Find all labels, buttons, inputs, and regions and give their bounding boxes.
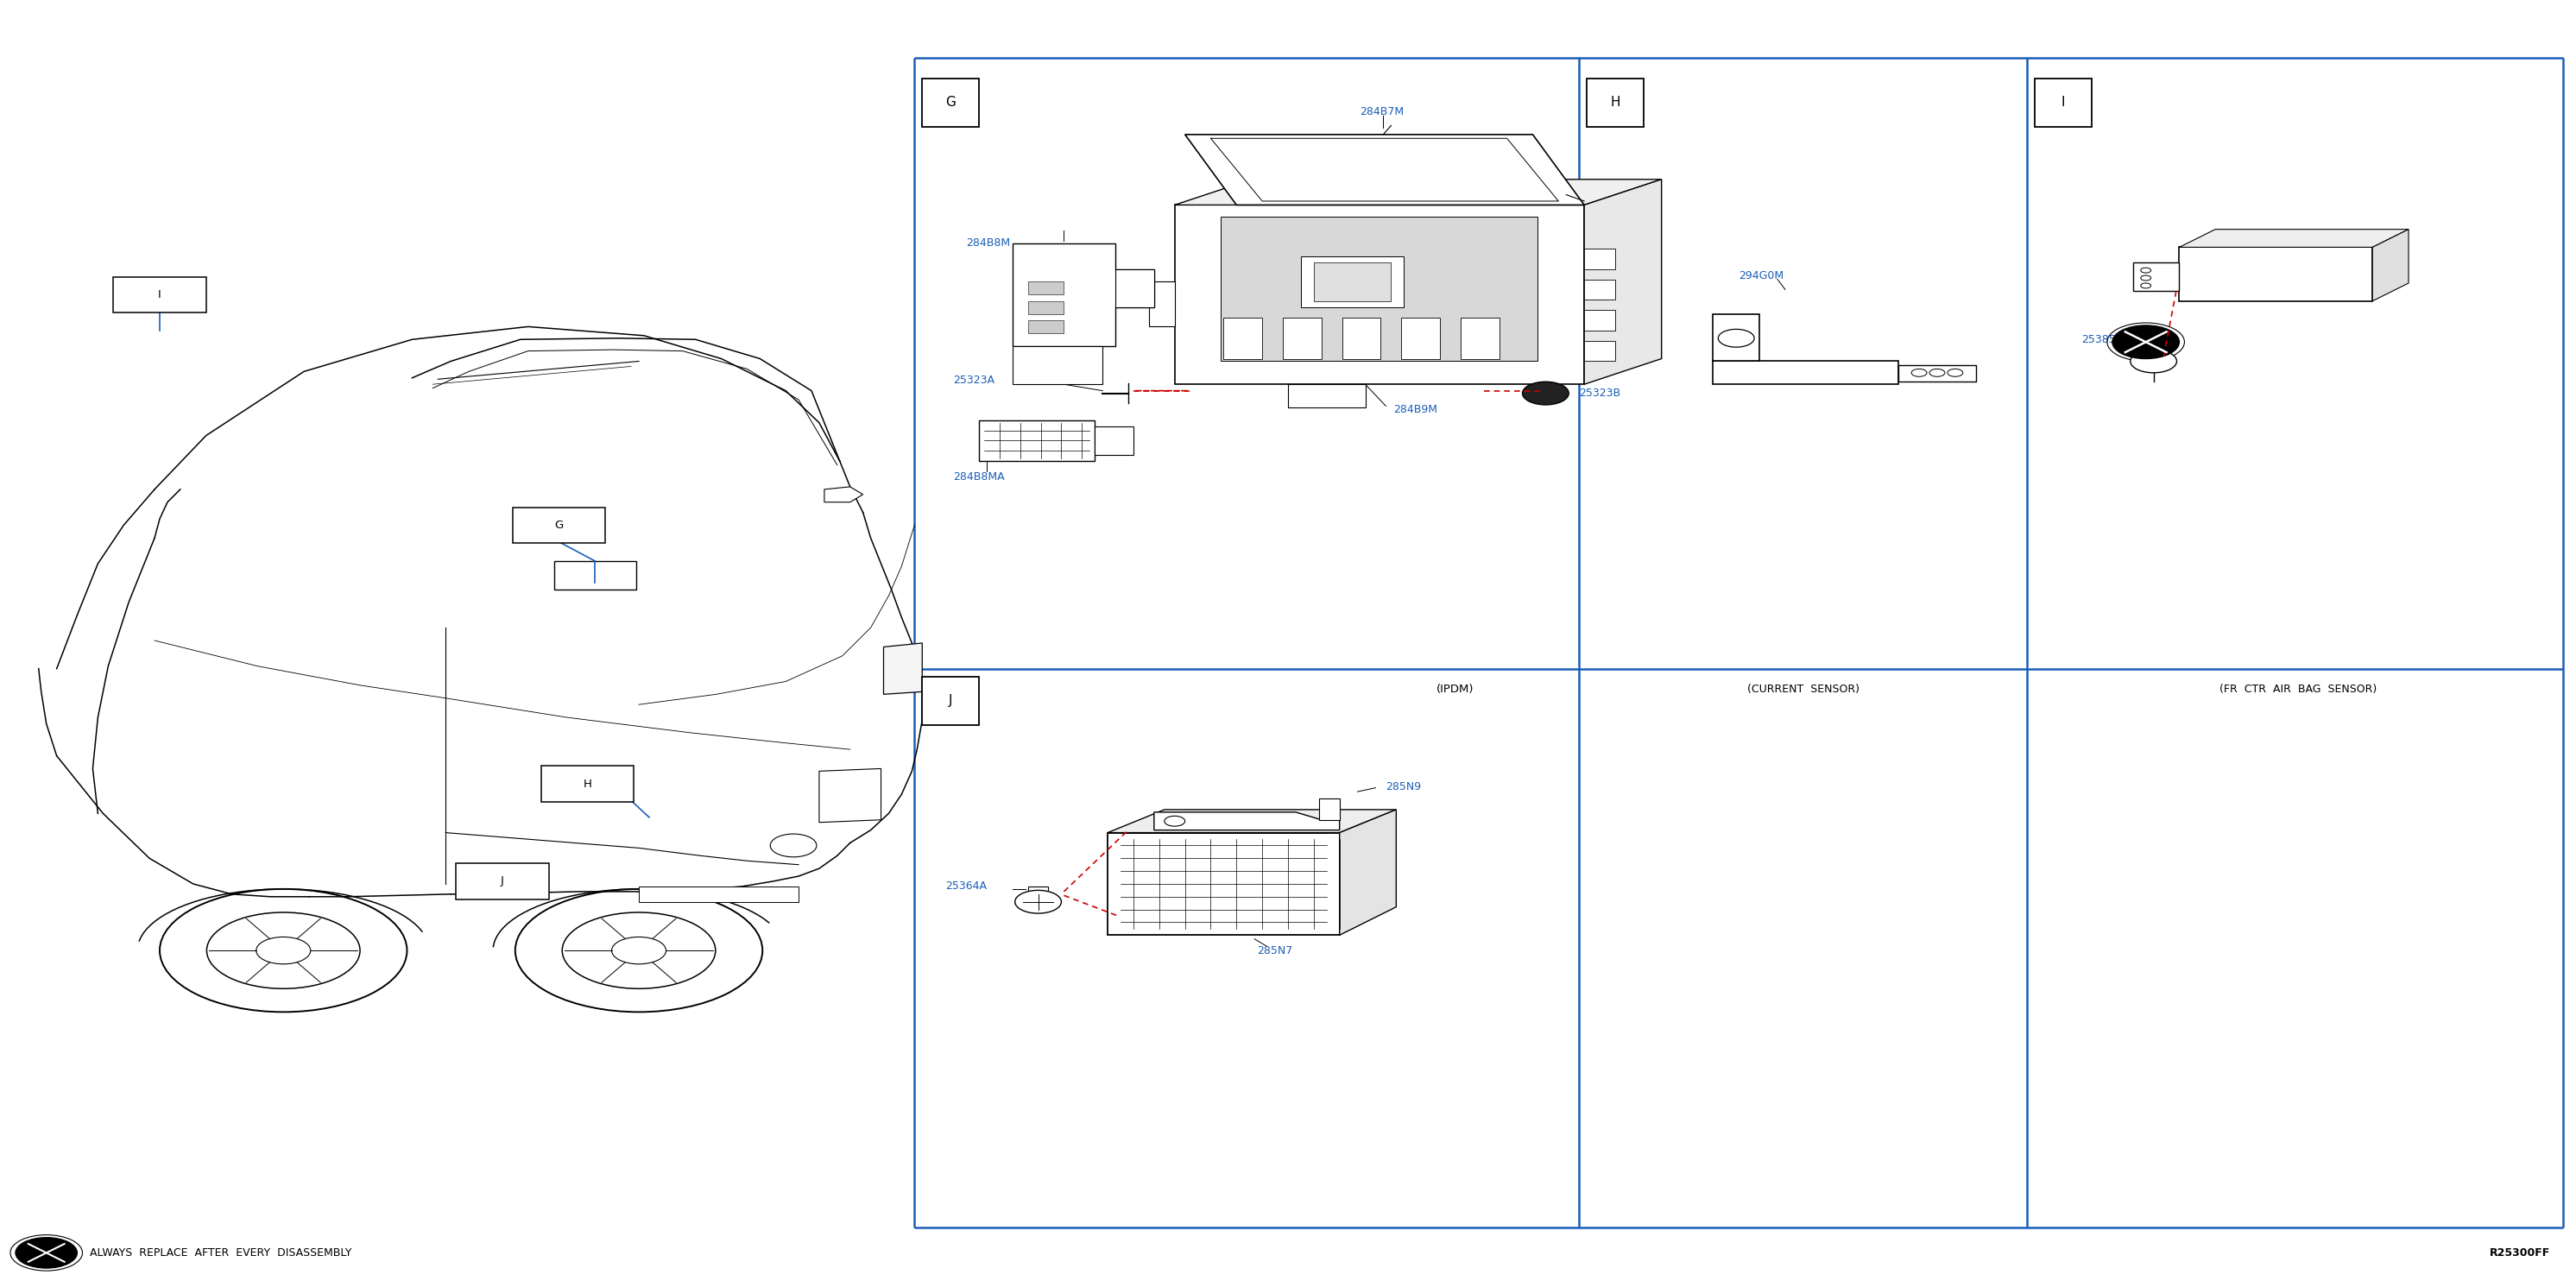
Polygon shape	[1584, 249, 1615, 269]
Polygon shape	[1154, 812, 1340, 830]
Text: I: I	[157, 290, 162, 300]
Circle shape	[1522, 382, 1569, 405]
Text: J: J	[500, 876, 505, 886]
Text: 294G0M: 294G0M	[1739, 270, 1783, 281]
Circle shape	[15, 1237, 77, 1268]
Text: 25385A: 25385A	[2081, 334, 2123, 345]
Polygon shape	[1185, 135, 1584, 205]
Text: H: H	[582, 779, 592, 789]
Polygon shape	[1584, 279, 1615, 300]
FancyBboxPatch shape	[113, 277, 206, 313]
Polygon shape	[2179, 247, 2372, 301]
Text: 25323B: 25323B	[1579, 388, 1620, 398]
FancyBboxPatch shape	[541, 766, 634, 802]
Polygon shape	[1461, 318, 1499, 359]
Polygon shape	[1028, 301, 1064, 314]
Polygon shape	[1108, 833, 1340, 935]
Polygon shape	[1149, 282, 1175, 327]
Polygon shape	[1115, 269, 1154, 307]
Polygon shape	[884, 643, 922, 694]
Polygon shape	[1028, 282, 1064, 295]
Polygon shape	[824, 487, 863, 502]
Text: G: G	[945, 96, 956, 109]
Text: (FR  CTR  AIR  BAG  SENSOR): (FR CTR AIR BAG SENSOR)	[2218, 684, 2378, 694]
Polygon shape	[2372, 229, 2409, 301]
Polygon shape	[2179, 229, 2409, 247]
Text: J: J	[948, 694, 953, 707]
Polygon shape	[1012, 243, 1154, 346]
FancyBboxPatch shape	[922, 78, 979, 127]
FancyBboxPatch shape	[456, 863, 549, 899]
Text: 284B9M: 284B9M	[1394, 405, 1437, 415]
Polygon shape	[1584, 310, 1615, 330]
FancyBboxPatch shape	[513, 507, 605, 543]
Text: G: G	[554, 520, 564, 530]
Polygon shape	[1713, 314, 1759, 361]
Polygon shape	[1028, 886, 1048, 897]
Text: H: H	[1610, 96, 1620, 109]
Polygon shape	[1012, 346, 1103, 384]
Polygon shape	[819, 769, 881, 822]
Text: 25364A: 25364A	[945, 881, 987, 892]
Polygon shape	[1175, 179, 1662, 205]
Polygon shape	[1584, 179, 1662, 384]
FancyBboxPatch shape	[922, 676, 979, 725]
Polygon shape	[1028, 320, 1064, 333]
Text: R25300FF: R25300FF	[2488, 1248, 2550, 1258]
Polygon shape	[1175, 205, 1584, 384]
Circle shape	[2112, 325, 2179, 359]
Circle shape	[1015, 890, 1061, 913]
Text: 285N7: 285N7	[1257, 945, 1293, 956]
Polygon shape	[1108, 810, 1396, 833]
Polygon shape	[979, 420, 1095, 461]
Text: 25323A: 25323A	[953, 375, 994, 386]
FancyBboxPatch shape	[2035, 78, 2092, 127]
Text: 284B8MA: 284B8MA	[953, 471, 1005, 482]
Polygon shape	[1713, 361, 1899, 384]
Text: ALWAYS  REPLACE  AFTER  EVERY  DISASSEMBLY: ALWAYS REPLACE AFTER EVERY DISASSEMBLY	[90, 1248, 353, 1258]
Text: 98581: 98581	[2223, 231, 2257, 241]
Polygon shape	[639, 886, 799, 902]
Polygon shape	[1342, 318, 1381, 359]
Polygon shape	[1288, 384, 1365, 407]
Polygon shape	[1095, 427, 1133, 455]
Polygon shape	[1224, 318, 1262, 359]
Text: 284B8M: 284B8M	[966, 238, 1010, 249]
Text: I: I	[2061, 96, 2066, 109]
Polygon shape	[1301, 256, 1404, 307]
Polygon shape	[1221, 216, 1538, 361]
Polygon shape	[1340, 810, 1396, 935]
Polygon shape	[1584, 341, 1615, 361]
Polygon shape	[1401, 318, 1440, 359]
Text: 284B7M: 284B7M	[1360, 106, 1404, 117]
Polygon shape	[2133, 263, 2179, 291]
Polygon shape	[1319, 798, 1340, 820]
Polygon shape	[1314, 263, 1391, 301]
FancyBboxPatch shape	[1587, 78, 1643, 127]
Text: 285N9: 285N9	[1386, 781, 1422, 792]
Text: (IPDM): (IPDM)	[1437, 684, 1473, 694]
Polygon shape	[1899, 365, 1976, 382]
Polygon shape	[1283, 318, 1321, 359]
Circle shape	[2130, 350, 2177, 373]
Text: (CURRENT  SENSOR): (CURRENT SENSOR)	[1747, 684, 1860, 694]
Polygon shape	[554, 561, 636, 589]
